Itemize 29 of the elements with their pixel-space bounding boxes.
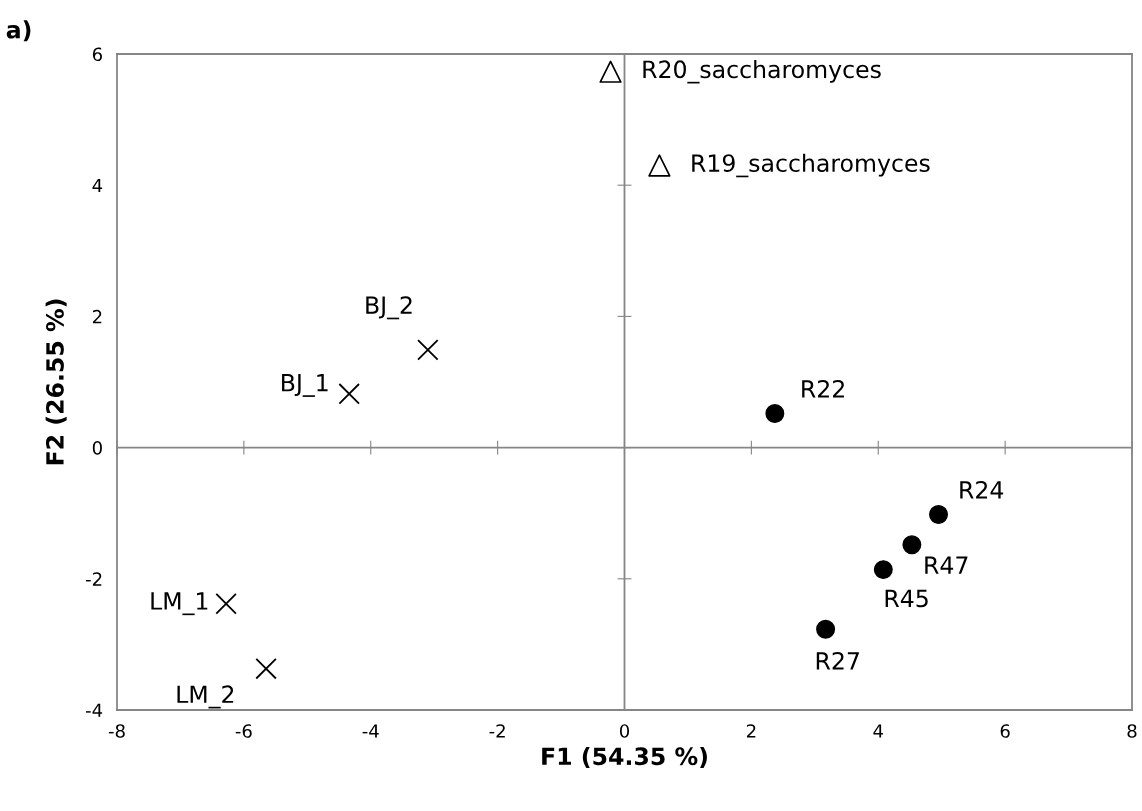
annotation: R47 bbox=[925, 556, 968, 574]
annotation: R27 bbox=[816, 651, 859, 670]
x-tick-label: -4 bbox=[362, 724, 379, 738]
x-tick-label: 6 bbox=[1000, 724, 1010, 738]
annotation: LM_1 bbox=[151, 592, 208, 616]
y-tick-label: 4 bbox=[92, 178, 103, 193]
y-axis-title: F2 (26.55 %) bbox=[45, 299, 67, 465]
chart-title: a) bbox=[6, 20, 31, 42]
x-tick-label: 0 bbox=[619, 724, 630, 738]
annotation: R19_saccharomyces bbox=[692, 153, 930, 178]
annotation: R20_saccharomyces bbox=[643, 59, 881, 84]
x-tick-label: 2 bbox=[746, 724, 756, 738]
y-tick-label: 0 bbox=[92, 441, 102, 455]
y-tick-label: -2 bbox=[85, 572, 102, 586]
annotation: R24 bbox=[960, 480, 1004, 499]
x-tick-label: -6 bbox=[235, 724, 252, 738]
y-tick-label: 2 bbox=[92, 309, 102, 324]
annotation: BJ_1 bbox=[282, 374, 328, 397]
annotation: R45 bbox=[885, 589, 928, 608]
x-tick-label: -2 bbox=[489, 724, 505, 738]
y-tick-label: 6 bbox=[92, 47, 102, 62]
annotation: LM_2 bbox=[177, 685, 234, 709]
y-tick-label: -4 bbox=[85, 703, 103, 717]
x-tick-label: 8 bbox=[1127, 724, 1137, 738]
x-tick-label: 4 bbox=[873, 724, 883, 738]
x-tick-label: -8 bbox=[108, 724, 125, 738]
x-axis-title: F1 (54.35 %) bbox=[542, 746, 707, 768]
annotation: R22 bbox=[802, 379, 844, 398]
annotation: BJ_2 bbox=[366, 296, 412, 320]
